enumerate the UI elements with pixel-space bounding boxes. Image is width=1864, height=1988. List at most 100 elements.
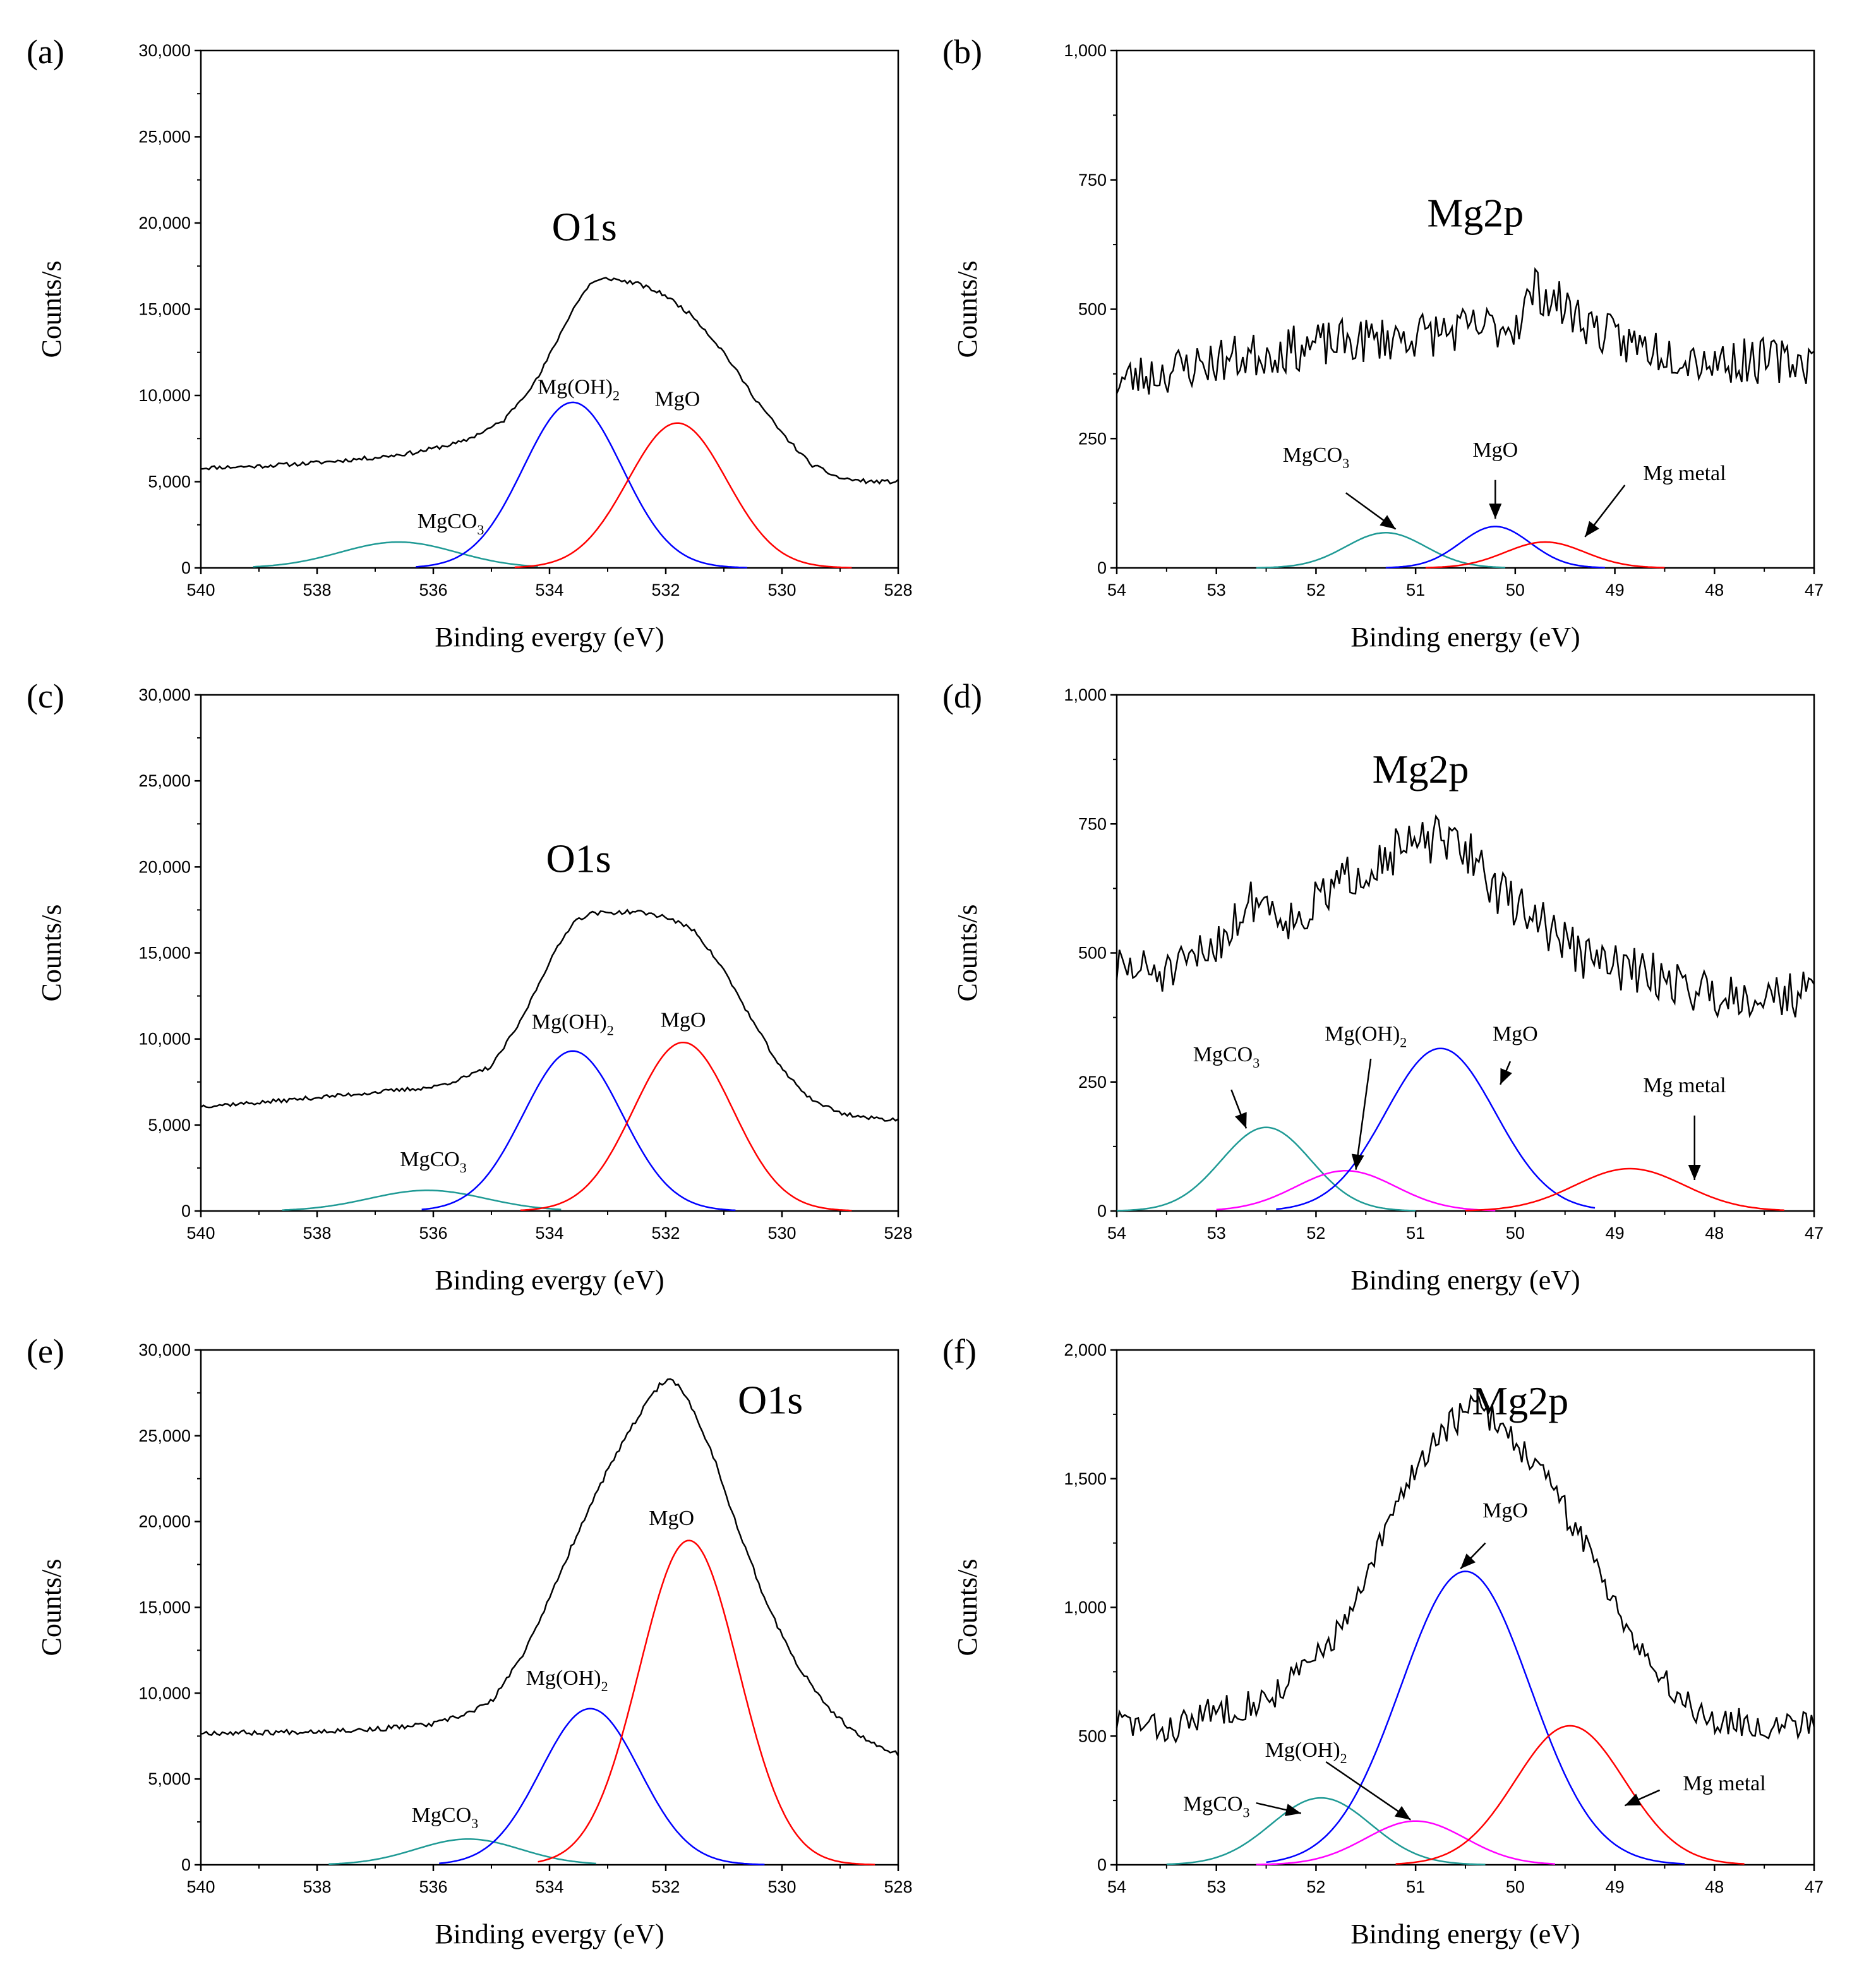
y-axis-label: Counts/s — [952, 1558, 983, 1656]
peak-label-sub: 3 — [1253, 1055, 1260, 1071]
x-tick-label: 47 — [1805, 581, 1824, 599]
peak-label: MgCO3 — [400, 1148, 466, 1176]
panel-letter: (e) — [27, 1332, 64, 1370]
x-tick-label: 49 — [1606, 581, 1625, 599]
component-curve — [1256, 532, 1506, 569]
peak-label-base: MgO — [1482, 1499, 1528, 1522]
peak-label-base: MgCO — [1283, 443, 1342, 467]
y-tick-label: 750 — [1078, 171, 1107, 190]
x-tick-label: 534 — [535, 1877, 563, 1896]
peak-label-base: Mg metal — [1643, 462, 1726, 485]
peak-label: MgO — [1482, 1499, 1528, 1522]
y-tick-label: 0 — [181, 558, 191, 577]
panel-letter: (a) — [27, 33, 64, 71]
x-tick-label: 49 — [1606, 1224, 1625, 1243]
y-tick-label: 10,000 — [138, 1030, 191, 1049]
x-tick-label: 532 — [651, 1224, 680, 1243]
chart-panel: 0 5,000 10,000 15,000 20,000 25,000 30,000 540 5… — [27, 1332, 913, 1949]
peak-label-tail: CO — [447, 510, 477, 533]
peak-label-base: MgO — [1472, 438, 1518, 462]
peak-label: MgO — [1493, 1022, 1538, 1045]
peak-label-sub: 2 — [613, 387, 620, 403]
y-tick-label: 5,000 — [148, 473, 191, 491]
x-tick-label: 54 — [1107, 581, 1126, 599]
x-tick-label: 52 — [1306, 581, 1325, 599]
x-tick-label: 48 — [1705, 1224, 1724, 1243]
peak-label: Mg(OH)2 — [1325, 1022, 1407, 1050]
measured-spectrum — [200, 277, 899, 485]
measured-spectrum — [1115, 267, 1815, 395]
y-tick-label: 0 — [1097, 1202, 1107, 1220]
x-tick-label: 53 — [1207, 1224, 1226, 1243]
x-axis-label: Binding evergy (eV) — [435, 622, 664, 653]
peak-label-base: Mg — [418, 510, 447, 533]
component-curve — [514, 422, 852, 569]
peak-label-sub: 2 — [1400, 1034, 1407, 1050]
x-tick-label: 538 — [303, 1224, 331, 1243]
peak-label-sub: 3 — [1242, 1804, 1249, 1820]
component-curve — [421, 1050, 736, 1212]
peak-label: MgO — [649, 1507, 694, 1530]
y-tick-label: 0 — [181, 1855, 191, 1874]
x-tick-label: 538 — [303, 581, 331, 599]
chart-panel: 0 5,000 10,000 15,000 20,000 25,000 30,000 540 5… — [27, 677, 913, 1296]
y-tick-label: 10,000 — [138, 386, 191, 405]
x-tick-label: 530 — [767, 1224, 796, 1243]
x-tick-label: 532 — [651, 1877, 680, 1896]
arrow-head — [1460, 1553, 1476, 1569]
x-tick-label: 48 — [1705, 1877, 1724, 1896]
x-tick-label: 534 — [535, 581, 563, 599]
peak-label: Mg(OH)2 — [526, 1666, 608, 1694]
chart-title: O1s — [552, 204, 617, 249]
peak-label: Mg metal — [1643, 1074, 1726, 1097]
peak-label: MgCO3 — [418, 510, 484, 538]
y-tick-label: 5,000 — [148, 1116, 191, 1135]
component-curve — [1425, 541, 1665, 569]
y-tick-label: 30,000 — [138, 41, 191, 60]
peak-label-base: MgO — [649, 1507, 694, 1530]
x-tick-label: 53 — [1207, 1877, 1226, 1896]
y-tick-label: 30,000 — [138, 685, 191, 704]
panel-letter: (f) — [942, 1332, 977, 1370]
measured-spectrum — [200, 908, 899, 1122]
x-tick-label: 530 — [767, 581, 796, 599]
y-tick-label: 20,000 — [138, 857, 191, 876]
y-tick-label: 1,000 — [1064, 41, 1107, 60]
x-tick-label: 49 — [1606, 1877, 1625, 1896]
y-tick-label: 0 — [1097, 558, 1107, 577]
x-tick-label: 51 — [1406, 1224, 1425, 1243]
peak-label: MgCO3 — [412, 1804, 478, 1831]
peak-label-base: Mg(OH) — [532, 1010, 607, 1033]
y-tick-label: 500 — [1078, 944, 1107, 963]
peak-label: MgCO3 — [1193, 1043, 1260, 1071]
y-tick-label: 750 — [1078, 814, 1107, 833]
y-axis-label: Counts/s — [36, 904, 67, 1001]
y-tick-label: 1,500 — [1064, 1469, 1107, 1488]
x-tick-label: 540 — [186, 1877, 215, 1896]
chart-title: Mg2p — [1427, 190, 1524, 235]
y-tick-label: 1,000 — [1064, 1598, 1107, 1617]
measured-spectrum — [1115, 1394, 1815, 1744]
y-tick-label: 500 — [1078, 300, 1107, 319]
component-curve — [538, 1539, 875, 1865]
x-tick-label: 52 — [1306, 1877, 1325, 1896]
x-axis-label: Binding energy (eV) — [1350, 622, 1580, 653]
peak-label-base: Mg metal — [1643, 1074, 1726, 1097]
x-tick-label: 534 — [535, 1224, 563, 1243]
peak-label: MgO — [661, 1009, 706, 1032]
peak-label-sub: 3 — [477, 522, 484, 538]
component-curve — [1385, 526, 1605, 569]
chart-panel: 0 250 500 750 1,000 54 53 52 51 50 49 48 47 Binding e… — [942, 677, 1824, 1296]
peak-label-sub: 2 — [601, 1678, 608, 1694]
chart-title: Mg2p — [1472, 1378, 1568, 1423]
peak-label-base: MgO — [661, 1009, 706, 1032]
arrow-head — [1585, 521, 1599, 537]
x-tick-label: 540 — [186, 1224, 215, 1243]
peak-label-base: MgO — [655, 387, 701, 411]
component-curve — [253, 541, 538, 568]
y-tick-label: 20,000 — [138, 214, 191, 232]
y-tick-label: 30,000 — [138, 1340, 191, 1359]
y-tick-label: 10,000 — [138, 1684, 191, 1702]
peak-label: Mg(OH)2 — [538, 375, 620, 403]
